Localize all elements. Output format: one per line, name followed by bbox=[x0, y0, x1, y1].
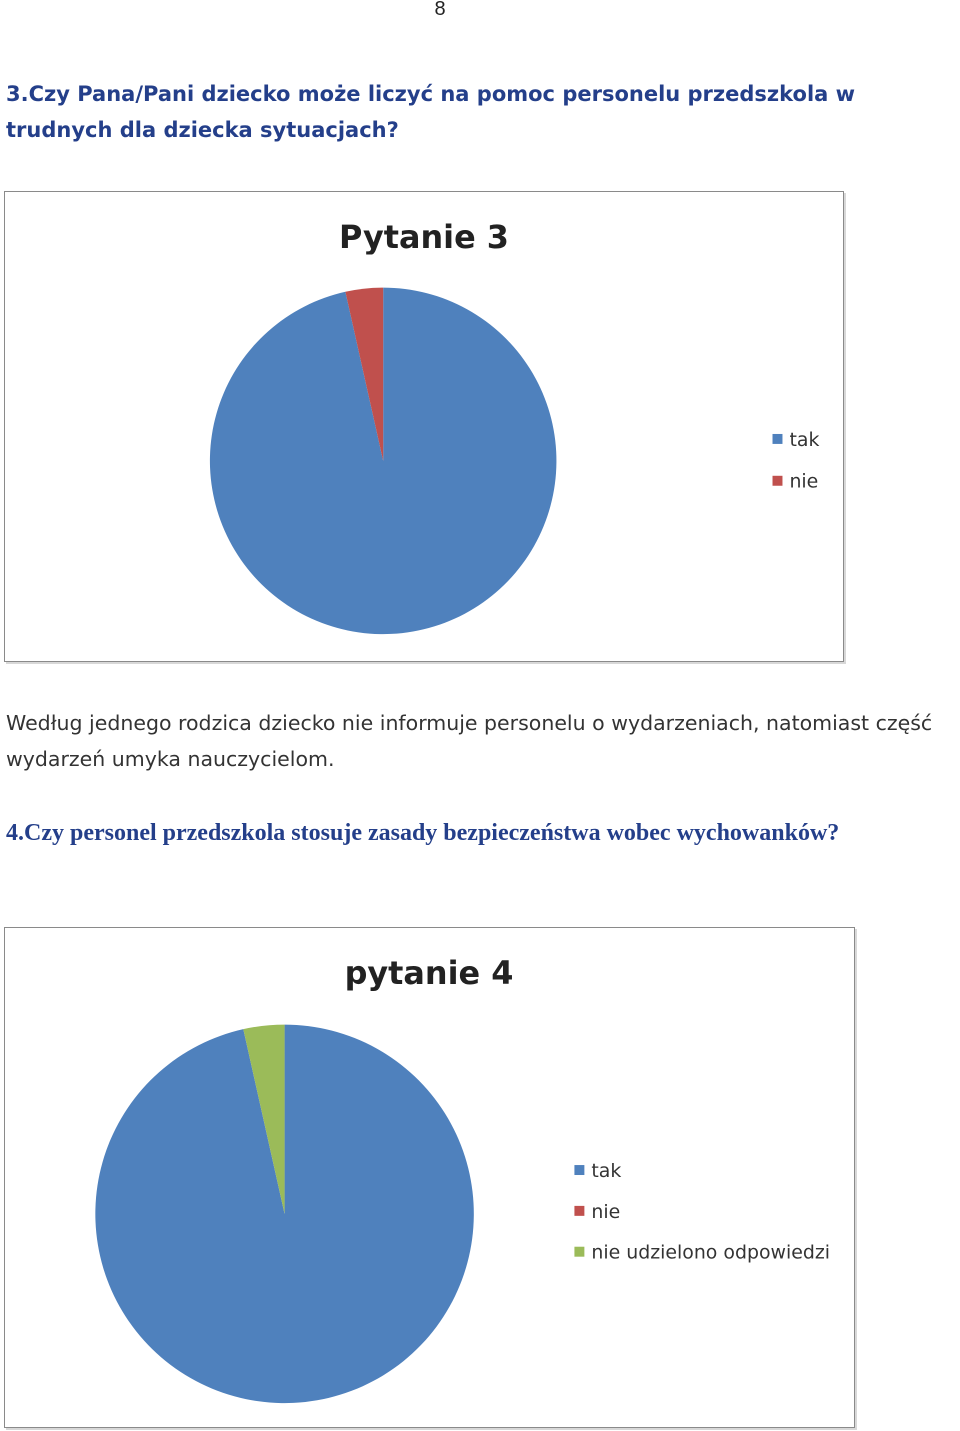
chart-title: pytanie 4 bbox=[345, 954, 514, 992]
chart-title: Pytanie 3 bbox=[339, 218, 509, 256]
pie-slice-nie bbox=[345, 287, 384, 461]
legend-swatch bbox=[772, 475, 783, 486]
legend-label: nie bbox=[591, 1201, 620, 1223]
pie-slice-tak bbox=[95, 1024, 474, 1404]
chart-pytanie-4: pytanie 4 tak nie nie udzielono odpowiedzi bbox=[4, 927, 855, 1428]
legend-swatch bbox=[574, 1205, 585, 1216]
pie-slice-tak bbox=[209, 287, 557, 635]
legend-label: nie udzielono odpowiedzi bbox=[591, 1242, 830, 1264]
chart-legend: tak nie nie udzielono odpowiedzi bbox=[574, 1160, 830, 1264]
legend-swatch bbox=[772, 433, 783, 444]
legend-label: tak bbox=[789, 429, 819, 451]
pie-slice-nie-udzielono-odpowiedzi bbox=[243, 1024, 285, 1214]
question-4-heading: 4.Czy personel przedszkola stosuje zasad… bbox=[6, 820, 840, 846]
pie-slices bbox=[95, 1024, 474, 1404]
pie-slices bbox=[209, 287, 557, 635]
page-number: 8 bbox=[434, 0, 446, 20]
chart-pytanie-4-svg: pytanie 4 tak nie nie udzielono odpowiedzi bbox=[95, 954, 830, 1404]
chart-legend: tak nie bbox=[772, 429, 819, 493]
chart-pytanie-3: Pytanie 3 tak nie bbox=[4, 191, 844, 662]
legend-label: nie bbox=[789, 471, 818, 493]
legend-swatch bbox=[574, 1165, 585, 1176]
legend-swatch bbox=[574, 1246, 585, 1257]
legend-label: tak bbox=[591, 1160, 621, 1182]
chart-pytanie-3-svg: Pytanie 3 tak nie bbox=[209, 218, 819, 635]
body-paragraph: Według jednego rodzica dziecko nie infor… bbox=[6, 711, 933, 771]
question-3-heading: 3.Czy Pana/Pani dziecko może liczyć na p… bbox=[6, 82, 856, 142]
